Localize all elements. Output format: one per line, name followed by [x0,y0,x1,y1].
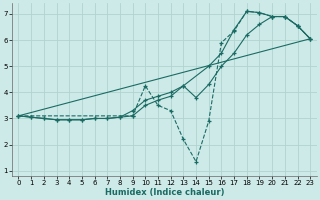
X-axis label: Humidex (Indice chaleur): Humidex (Indice chaleur) [105,188,224,197]
